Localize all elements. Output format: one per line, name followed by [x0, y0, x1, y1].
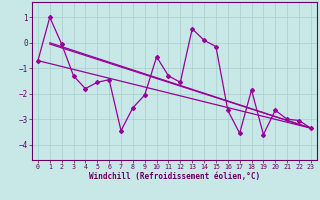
X-axis label: Windchill (Refroidissement éolien,°C): Windchill (Refroidissement éolien,°C)	[89, 172, 260, 181]
